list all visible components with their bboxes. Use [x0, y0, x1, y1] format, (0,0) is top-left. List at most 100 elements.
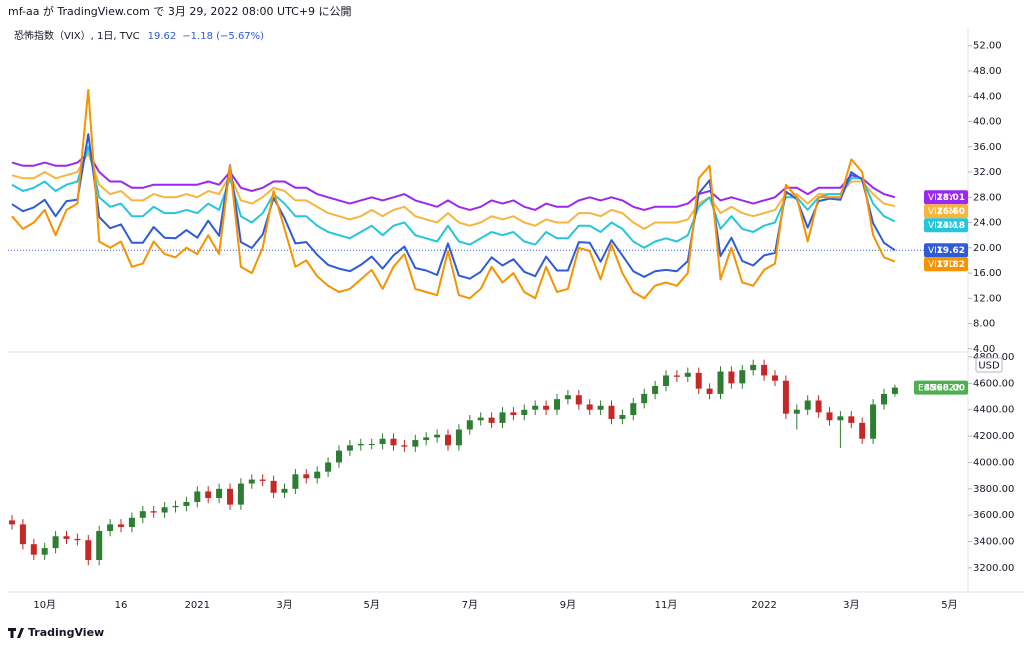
- price-axis-label: 44.00: [973, 91, 1002, 102]
- candle-body: [684, 372, 691, 377]
- time-axis-label: 7月: [462, 599, 478, 611]
- logo-icon: [8, 628, 24, 638]
- candle-body: [41, 548, 48, 555]
- price-axis-label: 3200.00: [973, 563, 1014, 574]
- candle-body: [739, 370, 746, 384]
- price-axis-label: 4.00: [973, 344, 995, 355]
- candle-body: [259, 479, 266, 481]
- price-axis-label: 4400.00: [973, 405, 1014, 416]
- badge-value: 19.62: [937, 246, 965, 256]
- candle-body: [423, 437, 430, 441]
- candle-body: [488, 417, 495, 423]
- candle-body: [63, 536, 70, 539]
- badge-name: ESM2022: [918, 384, 960, 394]
- candles-pane: [9, 359, 898, 566]
- series-badge: [924, 257, 968, 272]
- candle-body: [761, 364, 768, 376]
- candle-body: [445, 434, 451, 446]
- candle-body: [270, 480, 277, 493]
- time-axis-label: 10月: [33, 599, 56, 611]
- candle-body: [510, 412, 517, 415]
- candle-body: [96, 530, 103, 560]
- badge-value: 17.82: [937, 260, 965, 270]
- price-axis-label: 36.00: [973, 142, 1002, 153]
- candle-body: [85, 540, 92, 560]
- price-axis-label: 24.00: [973, 218, 1002, 229]
- candle-body: [216, 488, 223, 499]
- candle-body: [532, 405, 539, 410]
- candle-body: [652, 386, 659, 394]
- candle-body: [357, 443, 364, 446]
- candle-body: [336, 450, 342, 463]
- series-badge: [914, 380, 968, 395]
- badge-name: VIX1Y: [928, 193, 955, 203]
- badge-value: 24.18: [937, 221, 965, 231]
- candle-body: [859, 422, 866, 439]
- candle-body: [554, 399, 560, 410]
- time-axis-label: 3月: [276, 599, 292, 611]
- candle-body: [161, 507, 168, 513]
- time-axis-label: 2021: [185, 600, 210, 611]
- candle-body: [118, 524, 124, 528]
- price-axis-label: 28.00: [973, 192, 1002, 203]
- price-axis-label: 12.00: [973, 293, 1002, 304]
- price-axis-label: 3400.00: [973, 537, 1014, 548]
- candle-body: [597, 405, 604, 410]
- price-axis-label: 3800.00: [973, 484, 1014, 495]
- candle-body: [379, 438, 386, 444]
- publish-header: mf-aa が TradingView.com で 3月 29, 2022 08…: [8, 4, 352, 18]
- price-axis-label: 4600.00: [973, 378, 1014, 389]
- candle-body: [19, 524, 26, 545]
- series-badge: [924, 218, 968, 233]
- series-badge: [924, 243, 968, 258]
- series-line: [11, 152, 896, 211]
- candle-body: [891, 387, 898, 394]
- candle-body: [412, 440, 419, 447]
- candle-body: [9, 520, 15, 525]
- candle-body: [248, 479, 255, 484]
- candle-body: [641, 393, 648, 404]
- series-badge: [924, 204, 968, 219]
- candle-body: [52, 536, 59, 549]
- series-line: [11, 88, 896, 300]
- candle-body: [434, 434, 441, 438]
- legend-last: 19.62: [148, 31, 177, 42]
- candle-body: [227, 488, 233, 505]
- candle-body: [139, 511, 146, 518]
- price-axis-label: 32.00: [973, 167, 1002, 178]
- candle-body: [717, 371, 724, 394]
- candle-body: [826, 412, 833, 421]
- unit-badge: [975, 357, 1003, 373]
- price-axis-label: 4200.00: [973, 431, 1014, 442]
- candle-body: [74, 538, 81, 541]
- candle-body: [870, 404, 877, 439]
- candle-body: [608, 405, 615, 419]
- candle-body: [466, 420, 473, 430]
- candle-body: [303, 474, 310, 479]
- candle-body: [630, 403, 637, 415]
- candle-body: [815, 400, 822, 413]
- logo-text: TradingView: [28, 626, 104, 639]
- candle-body: [477, 417, 484, 421]
- candle-body: [521, 409, 528, 415]
- badge-value: 26.60: [937, 207, 965, 217]
- candle-body: [281, 488, 288, 493]
- candle-body: [401, 445, 408, 447]
- candle-body: [695, 372, 702, 389]
- price-axis-label: 16.00: [973, 268, 1002, 279]
- candle-body: [804, 400, 811, 410]
- candle-body: [663, 375, 669, 387]
- price-axis-label: 3600.00: [973, 510, 1014, 521]
- time-axis-label: 3月: [843, 599, 859, 611]
- price-axis-label: 8.00: [973, 319, 995, 330]
- candle-body: [772, 375, 778, 381]
- candle-body: [183, 501, 190, 506]
- time-axis-label: 5月: [364, 599, 380, 611]
- series-line: [11, 133, 896, 280]
- candle-body: [390, 438, 397, 446]
- candle-body: [237, 483, 244, 505]
- badge-name: VIX: [928, 246, 943, 256]
- candle-body: [292, 474, 299, 489]
- unit-label: USD: [978, 361, 1000, 372]
